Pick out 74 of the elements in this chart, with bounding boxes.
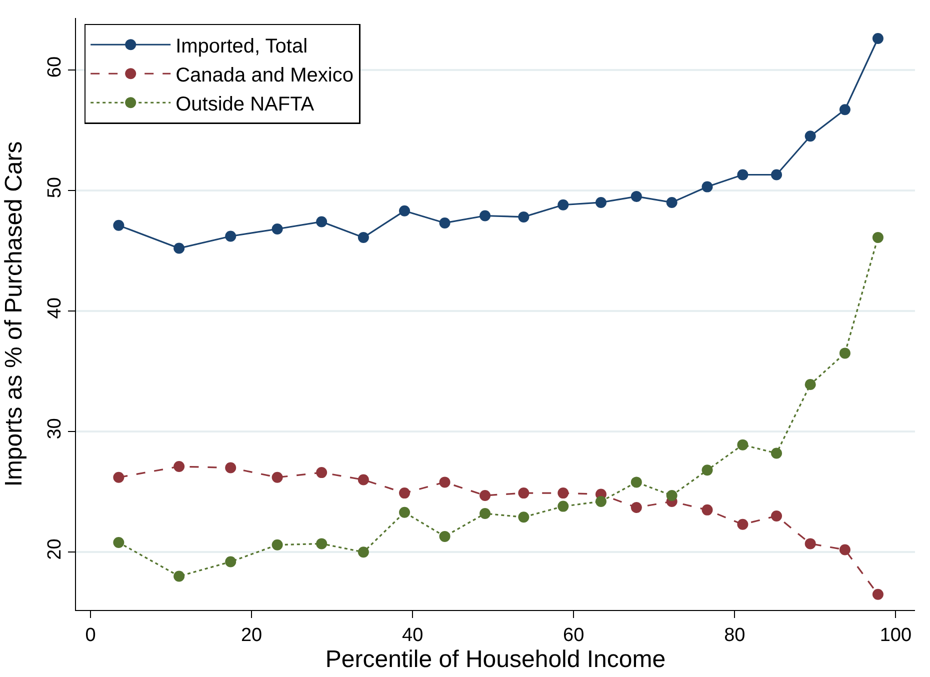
point (174, 570, 185, 582)
point (113, 220, 124, 231)
point (630, 190, 642, 202)
point (480, 508, 491, 520)
point (113, 472, 124, 483)
point (839, 544, 850, 556)
x-tick-label: 0 (85, 624, 96, 646)
y-axis-title: Imports as % of Purchased Cars (0, 141, 28, 487)
point (480, 490, 491, 501)
point (316, 216, 328, 228)
point (518, 512, 530, 523)
legend-label: Canada and Mexico (176, 64, 354, 86)
point (595, 196, 606, 208)
point (399, 506, 410, 518)
point (225, 556, 236, 568)
point (630, 502, 642, 514)
point (316, 538, 328, 550)
point (358, 474, 369, 486)
point (316, 467, 328, 478)
point (595, 496, 606, 507)
point (358, 546, 369, 558)
point (558, 500, 569, 512)
point (113, 536, 124, 548)
point (702, 464, 713, 476)
x-tick-label: 20 (240, 624, 262, 646)
point (272, 224, 283, 234)
y-tick-label: 40 (44, 298, 66, 319)
point (872, 33, 884, 44)
point (272, 539, 283, 550)
point (558, 199, 569, 210)
y-tick-label: 30 (44, 418, 66, 440)
y-tick-label: 20 (44, 538, 66, 560)
point (174, 461, 185, 472)
y-tick-label: 60 (44, 56, 66, 78)
point (839, 348, 850, 359)
point (737, 439, 748, 450)
point (771, 169, 782, 180)
point (518, 488, 530, 499)
x-tick-label: 100 (880, 624, 912, 646)
point (358, 232, 369, 243)
point (558, 488, 569, 499)
point (872, 232, 884, 243)
point (399, 205, 410, 216)
point (225, 462, 236, 474)
point (272, 472, 283, 483)
point (630, 476, 642, 488)
point (737, 518, 748, 530)
x-axis-title: Percentile of Household Income (325, 646, 666, 673)
point (439, 476, 450, 488)
point (225, 230, 236, 242)
point (174, 242, 185, 254)
x-tick-label: 60 (563, 624, 584, 646)
point (518, 211, 530, 222)
legend-label: Outside NAFTA (176, 93, 315, 116)
point (666, 196, 678, 208)
x-tick-label: 80 (724, 624, 746, 646)
point (804, 130, 816, 142)
point (839, 104, 850, 116)
point (439, 530, 450, 542)
point (804, 379, 816, 390)
y-tick-label: 50 (44, 177, 66, 198)
point (737, 169, 748, 180)
point (804, 538, 816, 550)
point (702, 504, 713, 516)
point (666, 490, 678, 501)
point (771, 510, 782, 522)
point (702, 181, 713, 192)
point (872, 588, 884, 600)
legend-label: Imported, Total (176, 35, 308, 58)
point (439, 217, 450, 228)
point (771, 448, 782, 459)
x-tick-label: 40 (402, 624, 424, 646)
point (399, 488, 410, 499)
point (480, 210, 491, 222)
